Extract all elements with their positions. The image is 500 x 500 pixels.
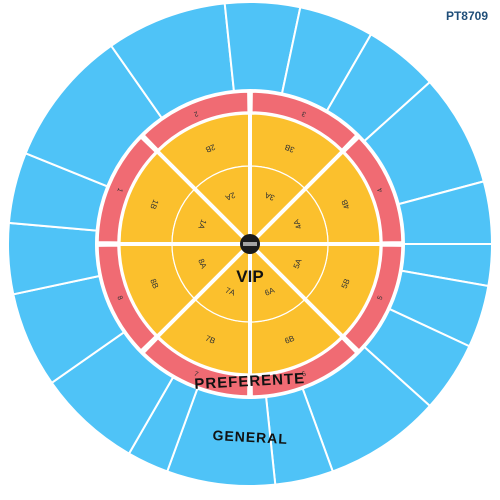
vip-inner-label: 5A [292,257,304,270]
preferente-zone-label: PREFERENTE [194,370,306,393]
preferente-label: 1 [115,187,123,193]
preferente-label: 7 [193,371,199,379]
vip-inner-label: 4A [291,217,303,230]
preferente-label: 6 [301,371,307,379]
vip-outer-label: 3B [283,142,295,154]
preferente-label: 2 [193,109,199,117]
vip-inner-label: 2A [223,190,236,202]
preferente-label: 3 [301,109,307,117]
vip-inner-label: 3A [263,190,276,202]
preferente-zone: 1 2 3 4 5 6 7 8 [97,91,403,397]
preferente-label: 5 [377,295,385,301]
vip-outer-label: 1B [148,198,160,210]
preferente-label: 4 [377,187,385,193]
vip-inner-label: 1A [196,218,208,231]
stage-icon [240,234,260,254]
event-code: PT8709 [445,9,488,23]
vip-outer-label: 4B [340,198,352,210]
vip-inner-label: 8A [196,258,208,271]
general-section[interactable] [397,180,494,245]
preferente-label: 8 [115,295,123,301]
vip-zone: 1B 1A 2B 2A 3B 3A 4B 4A 5B 5A 6B 6A 7B 7A 8B 8A [96,90,404,398]
vip-outer-label: 2B [204,142,216,154]
vip-outer-label: 5B [340,277,352,289]
vip-inner-label: 7A [224,286,237,298]
vip-zone-label: VIP [236,267,263,286]
vip-outer-label: 7B [204,334,216,346]
vip-outer-label: 8B [148,277,160,289]
general-zone-label: GENERAL [212,427,288,447]
vip-outer-label: 6B [283,334,295,346]
general-zone [7,1,494,487]
vip-inner-label: 6A [264,285,277,297]
